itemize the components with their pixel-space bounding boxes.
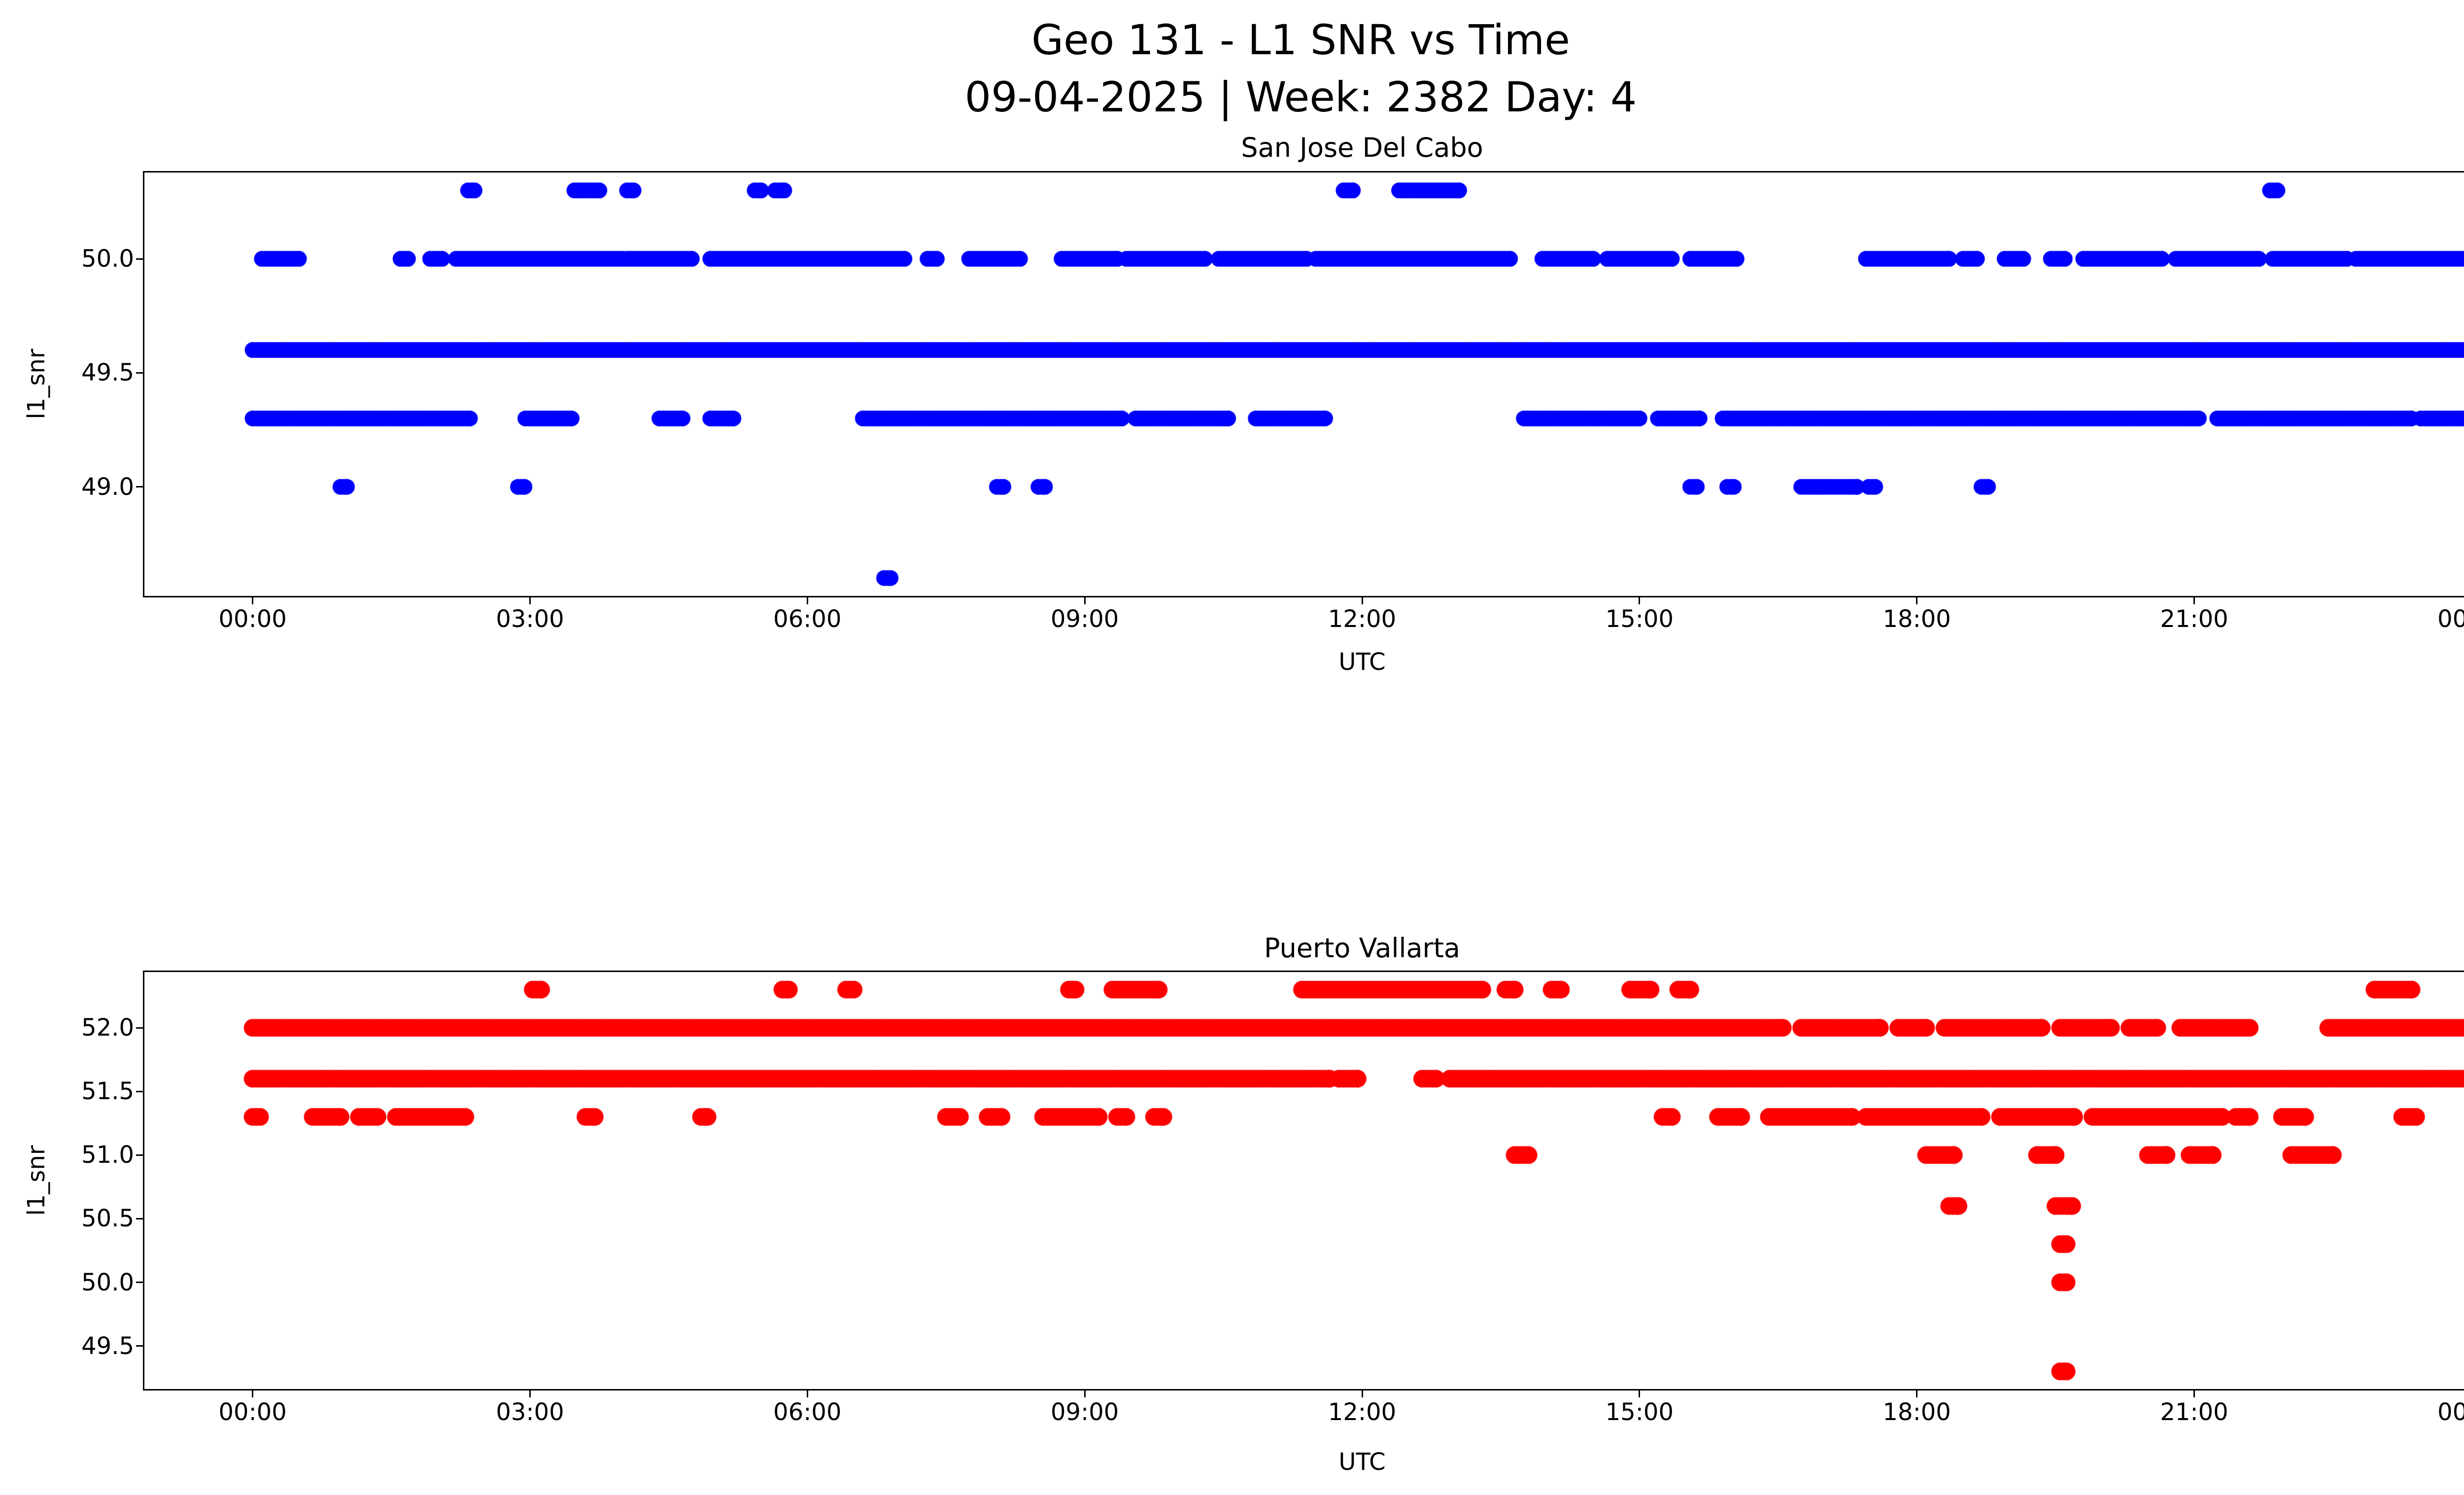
figure-title-line1: Geo 131 - L1 SNR vs Time (1031, 16, 1570, 64)
x-tick-label: 12:00 (1328, 605, 1397, 633)
axes-box-puerto-vallarta (143, 971, 2464, 1391)
scatter-canvas-puerto-vallarta (144, 972, 2464, 1389)
y-axis-label-puerto-vallarta: l1_snr (23, 1145, 50, 1216)
y-tick-label: 49.0 (81, 473, 134, 501)
x-tick-mark (1916, 1391, 1918, 1397)
figure-title-line2: 09-04-2025 | Week: 2382 Day: 4 (964, 73, 1637, 121)
x-tick-label: 00:00 (218, 1398, 287, 1426)
x-tick-label: 15:00 (1605, 605, 1674, 633)
x-tick-label: 18:00 (1882, 605, 1951, 633)
y-tick-mark (136, 258, 143, 260)
subplot-title-puerto-vallarta: Puerto Vallarta (1264, 933, 1461, 964)
x-tick-label: 18:00 (1882, 1398, 1951, 1426)
y-tick-label: 51.5 (81, 1078, 134, 1106)
x-tick-mark (2193, 597, 2195, 604)
x-tick-mark (1639, 597, 1641, 604)
x-tick-mark (2193, 1391, 2195, 1397)
x-tick-mark (252, 597, 254, 604)
y-tick-mark (136, 1090, 143, 1092)
y-tick-label: 50.0 (81, 245, 134, 273)
x-tick-label: 00:00 (2437, 605, 2464, 633)
x-tick-label: 15:00 (1605, 1398, 1674, 1426)
y-tick-label: 49.5 (81, 359, 134, 387)
subplot-title-san-jose-del-cabo: San Jose Del Cabo (1241, 132, 1483, 163)
x-tick-label: 09:00 (1050, 605, 1119, 633)
x-tick-mark (806, 597, 808, 604)
y-tick-label: 50.5 (81, 1205, 134, 1233)
x-tick-label: 03:00 (496, 1398, 564, 1426)
figure-title: Geo 131 - L1 SNR vs Time 09-04-2025 | We… (0, 11, 2464, 126)
x-tick-label: 00:00 (2437, 1398, 2464, 1426)
x-tick-mark (1639, 1391, 1641, 1397)
x-tick-mark (1361, 1391, 1363, 1397)
x-tick-label: 21:00 (2160, 605, 2228, 633)
x-tick-label: 12:00 (1328, 1398, 1397, 1426)
y-tick-mark (136, 1282, 143, 1284)
x-tick-mark (1084, 1391, 1086, 1397)
x-tick-mark (1084, 597, 1086, 604)
x-axis-label-san-jose-del-cabo: UTC (1338, 648, 1386, 676)
axes-box-san-jose-del-cabo (143, 171, 2464, 597)
x-tick-label: 06:00 (773, 605, 842, 633)
x-tick-label: 09:00 (1050, 1398, 1119, 1426)
x-tick-label: 03:00 (496, 605, 564, 633)
x-tick-mark (529, 597, 531, 604)
y-tick-mark (136, 1217, 143, 1219)
y-tick-label: 51.0 (81, 1141, 134, 1169)
y-tick-label: 49.5 (81, 1332, 134, 1360)
scatter-canvas-san-jose-del-cabo (144, 173, 2464, 596)
x-tick-mark (529, 1391, 531, 1397)
x-tick-mark (806, 1391, 808, 1397)
y-tick-label: 50.0 (81, 1268, 134, 1296)
y-tick-label: 52.0 (81, 1014, 134, 1042)
y-tick-mark (136, 1154, 143, 1156)
x-tick-mark (1361, 597, 1363, 604)
y-tick-mark (136, 486, 143, 488)
y-tick-mark (136, 1027, 143, 1029)
x-tick-label: 00:00 (218, 605, 287, 633)
x-tick-label: 21:00 (2160, 1398, 2228, 1426)
x-tick-mark (1916, 597, 1918, 604)
y-tick-mark (136, 1345, 143, 1347)
x-tick-label: 06:00 (773, 1398, 842, 1426)
x-axis-label-puerto-vallarta: UTC (1338, 1448, 1386, 1476)
x-tick-mark (252, 1391, 254, 1397)
y-tick-mark (136, 372, 143, 374)
